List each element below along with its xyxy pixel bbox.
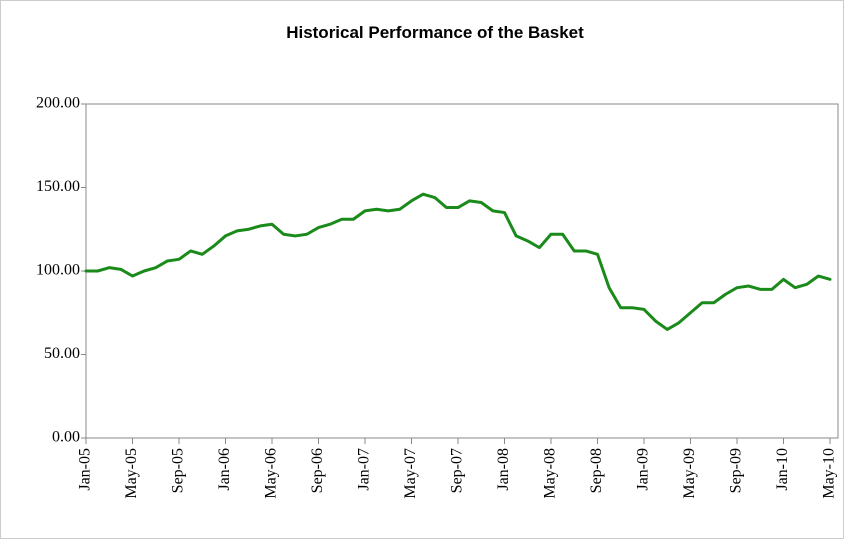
x-tick-label: Jan-10 [774,448,791,491]
x-tick-label: May-07 [402,448,419,499]
x-tick-label: Sep-07 [449,448,466,493]
x-tick-label: May-10 [821,448,838,499]
x-tick-label: Jan-06 [216,448,233,491]
x-tick-label: Sep-09 [728,448,745,493]
y-tick-label: 50.00 [44,345,80,362]
x-tick-label: May-05 [123,448,140,499]
y-tick-label: 100.00 [36,262,80,279]
x-tick-label: Jan-08 [495,448,512,491]
y-tick-label: 200.00 [36,95,80,112]
chart-title: Historical Performance of the Basket [286,23,584,42]
x-tick-label: Jan-09 [635,448,652,491]
y-tick-label: 150.00 [36,178,80,195]
x-tick-label: May-09 [681,448,698,499]
data-line [84,192,832,331]
x-tick-label: Sep-05 [170,448,187,493]
x-tick-label: Jan-07 [356,448,373,491]
y-tick-label: 0.00 [52,429,80,446]
x-tick-label: Jan-05 [77,448,94,491]
x-tick-label: May-06 [263,448,280,499]
x-tick-label: Sep-06 [309,448,326,493]
x-tick-label: Sep-08 [588,448,605,493]
x-tick-label: May-08 [542,448,559,499]
